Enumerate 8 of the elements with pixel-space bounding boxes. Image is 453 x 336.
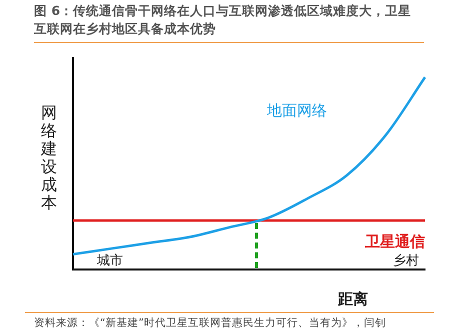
chart-title: 图 6：传统通信骨干网络在人口与互联网渗透低区域难度大，卫星互联网在乡村地区具备成本优势 xyxy=(34,2,424,43)
annotation: 城市 xyxy=(96,254,123,269)
y-axis-title: 网络建设成本 xyxy=(40,103,58,212)
text: 地面网络 xyxy=(266,101,327,120)
x-axis-title: 距离 xyxy=(338,290,368,309)
annotation: 乡村 xyxy=(393,254,419,269)
series-label: 卫星通信 xyxy=(364,232,425,251)
text: 资料来源：《“新基建”时代卫星互联网普惠民生力可行、当有为》，闫钊 xyxy=(25,312,434,330)
